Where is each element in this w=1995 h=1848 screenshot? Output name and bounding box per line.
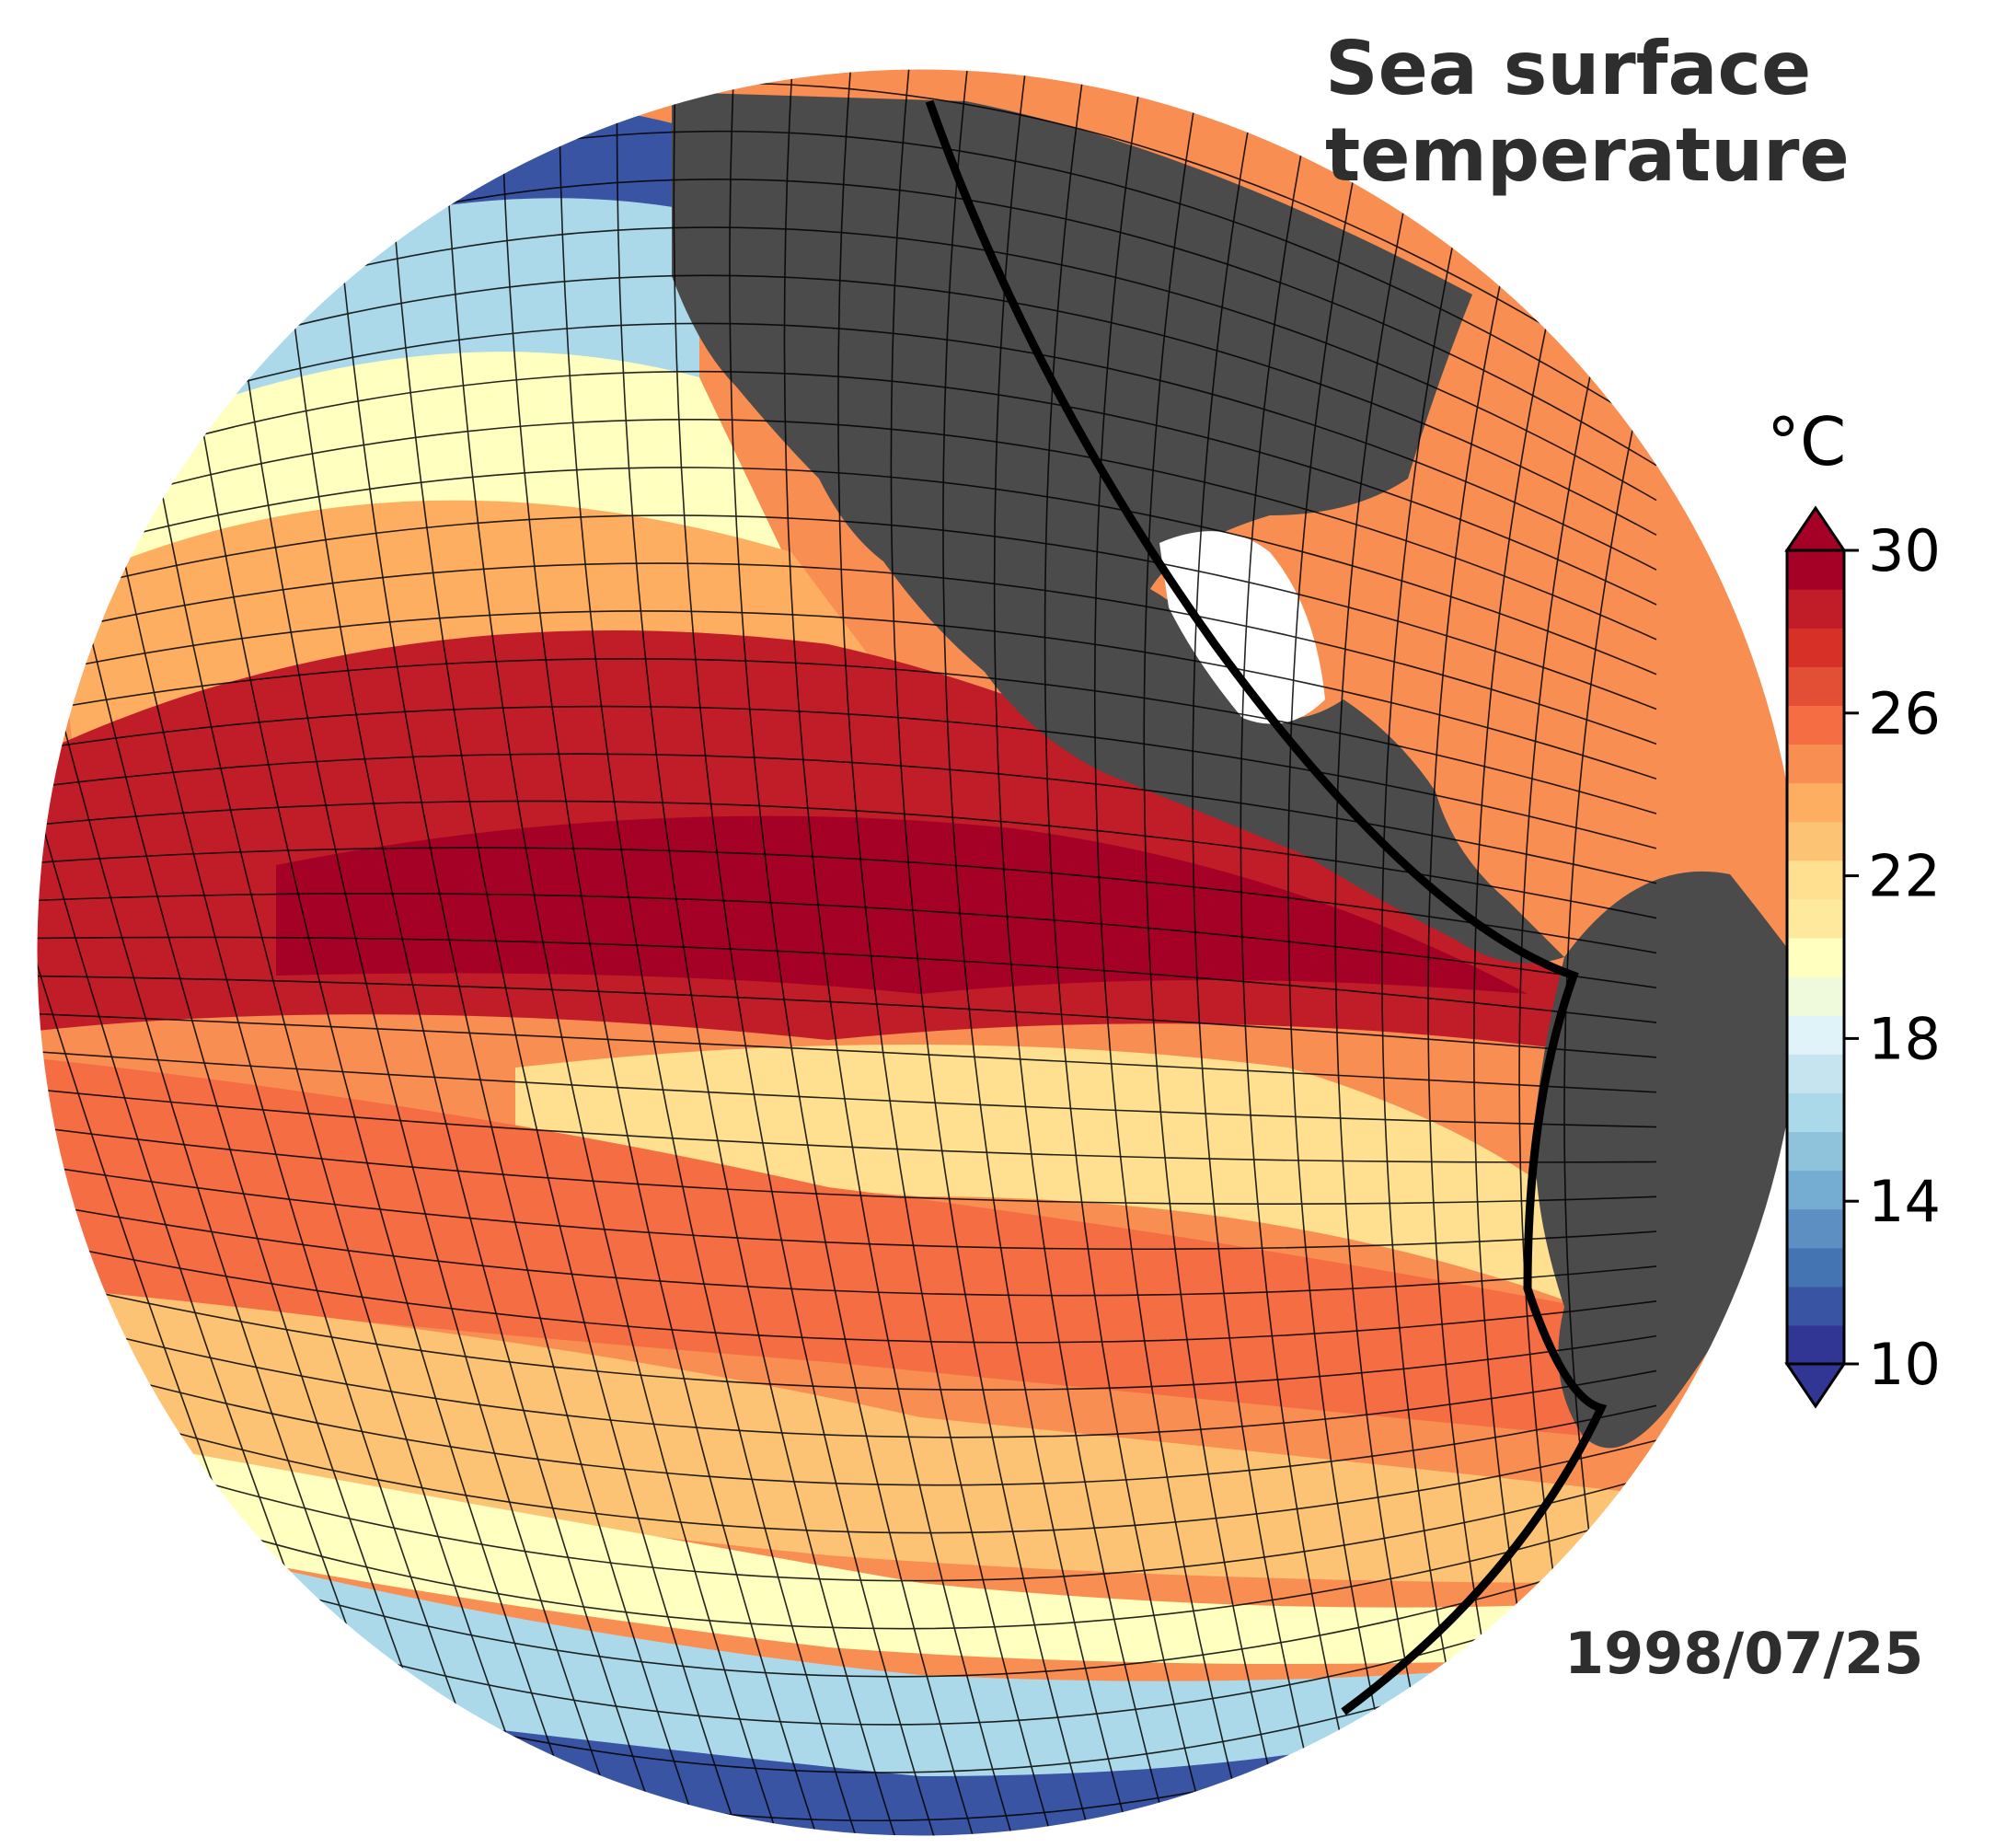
grid-line-meridian xyxy=(993,69,1170,1836)
grid-line-parallel xyxy=(37,1198,1657,1297)
colorbar-segment xyxy=(1787,1092,1844,1133)
grid-line-meridian xyxy=(441,69,780,1836)
grid-line-parallel xyxy=(37,467,1657,676)
grid-line-meridian xyxy=(942,69,1132,1836)
grid-line-meridian xyxy=(673,69,937,1836)
colorbar-segment xyxy=(1787,821,1844,861)
grid-line-parallel xyxy=(37,370,1657,606)
sst-band-south-warm xyxy=(37,1058,1583,1436)
grid-line-parallel xyxy=(37,753,1657,884)
grid-line-parallel xyxy=(37,847,1657,954)
grid-line-parallel xyxy=(37,1236,1657,1344)
grid-line-parallel xyxy=(37,514,1657,710)
colorbar-segment xyxy=(1787,1324,1844,1365)
land-gulf-of-mexico xyxy=(1159,531,1325,724)
grid-line-parallel xyxy=(37,1273,1657,1391)
grid-line-parallel xyxy=(37,1049,1657,1128)
grid-line-parallel xyxy=(37,1087,1657,1163)
grid-line-parallel xyxy=(37,322,1657,571)
colorbar-segment xyxy=(1787,666,1844,706)
colorbar-segment xyxy=(1787,744,1844,784)
grid-line-meridian xyxy=(37,69,390,1836)
grid-line-meridian xyxy=(890,69,1092,1836)
grid-line-meridian xyxy=(1093,69,1249,1836)
grid-line-meridian xyxy=(1427,69,1555,1836)
colorbar-extend-max xyxy=(1784,505,1847,552)
grid-line-parallel xyxy=(37,893,1657,989)
grid-line-parallel xyxy=(37,1012,1657,1093)
colorbar-segment xyxy=(1787,1208,1844,1249)
colorbar-segment xyxy=(1787,1054,1844,1093)
colorbar-segment xyxy=(1787,1170,1844,1210)
grid-line-parallel xyxy=(37,705,1657,849)
colorbar-segment xyxy=(1787,860,1844,900)
grid-line-parallel xyxy=(37,658,1657,814)
colorbar-tick-label: 18 xyxy=(1868,1005,1941,1072)
grid-line-parallel xyxy=(37,1385,1657,1534)
colorbar-outline xyxy=(1785,549,1846,1366)
grid-line-parallel xyxy=(37,1311,1657,1438)
colorbar-segment xyxy=(1787,589,1844,629)
sst-band-cold-tongue xyxy=(515,1045,1583,1307)
colorbar-segment xyxy=(1787,782,1844,823)
grid-line-meridian xyxy=(1044,69,1210,1836)
colorbar-segment xyxy=(1787,1015,1844,1055)
date-label: 1998/07/25 xyxy=(1564,1620,1924,1687)
colorbar-tick-label: 26 xyxy=(1868,680,1941,747)
grid-line-meridian xyxy=(729,69,975,1836)
land-south-america xyxy=(1535,872,1804,1449)
grid-line-meridian xyxy=(1287,69,1405,1836)
grid-line-parallel xyxy=(37,1460,1657,1630)
grid-line-meridian xyxy=(382,69,741,1836)
title-line-1: Sea surface xyxy=(1325,26,1812,111)
grid-line-meridian xyxy=(1240,69,1366,1836)
sst-band-equatorial-core xyxy=(276,815,1528,994)
grid-line-parallel xyxy=(37,1161,1657,1251)
colorbar-extend-min xyxy=(1784,1362,1847,1409)
grid-line-meridian xyxy=(783,69,1014,1836)
grid-line-parallel xyxy=(37,419,1657,641)
grid-line-parallel xyxy=(37,975,1657,1058)
land-north-america xyxy=(672,92,1564,964)
colorbar-tick-label: 14 xyxy=(1868,1168,1941,1235)
domain-boundary xyxy=(925,99,1608,1715)
colorbar-segment xyxy=(1787,937,1844,977)
colorbar-tick-label: 22 xyxy=(1868,843,1941,910)
grid-line-parallel xyxy=(37,1423,1657,1582)
grid-line-meridian xyxy=(1192,69,1327,1836)
grid-line-parallel xyxy=(37,1124,1657,1206)
title-line-2: temperature xyxy=(1325,112,1850,198)
grid-line-meridian xyxy=(837,69,1054,1836)
colorbar-segment xyxy=(1787,976,1844,1016)
grid-line-parallel xyxy=(37,800,1657,919)
grid-line-meridian xyxy=(616,69,897,1836)
sst-band-south-light xyxy=(92,1436,1620,1664)
colorbar-unit-label: °C xyxy=(1767,403,1846,480)
colorbar-segment xyxy=(1787,1247,1844,1288)
colorbar-segment xyxy=(1787,1131,1844,1172)
colorbar-segment xyxy=(1787,705,1844,745)
grid-line-parallel xyxy=(37,1347,1657,1486)
chart-title: Sea surface temperature xyxy=(1325,26,1850,199)
colorbar-segment xyxy=(1787,550,1844,590)
colorbar-segment xyxy=(1787,1286,1844,1326)
grid-line-meridian xyxy=(499,69,819,1836)
grid-line-meridian xyxy=(1381,69,1497,1836)
grid-line-meridian xyxy=(1334,69,1444,1836)
grid-line-parallel xyxy=(37,610,1657,780)
colorbar-segment xyxy=(1787,628,1844,667)
colorbar: 10 14 18 22 26 30 °C xyxy=(1767,403,1941,1409)
grid-line-meridian xyxy=(37,69,429,1836)
grid-line-parallel xyxy=(37,562,1657,745)
grid-line-parallel xyxy=(37,936,1657,1023)
grid-line-meridian xyxy=(558,69,859,1836)
grid-line-meridian xyxy=(37,69,468,1836)
colorbar-tick-label: 30 xyxy=(1868,517,1941,584)
colorbar-segment xyxy=(1787,898,1844,939)
colorbar-tick-label: 10 xyxy=(1868,1331,1941,1398)
